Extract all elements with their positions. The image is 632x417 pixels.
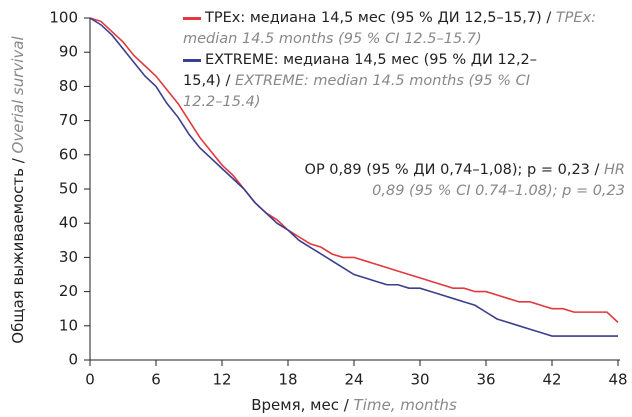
legend-translation: EXTREME: median 14.5 months (95 % CI 12.… bbox=[183, 73, 530, 110]
x-tick-label: 24 bbox=[344, 371, 363, 389]
y-tick-label: 20 bbox=[59, 282, 78, 300]
y-tick-label: 40 bbox=[59, 214, 78, 232]
legend: TPEx: медиана 14,5 мес (95 % ДИ 12,5–15,… bbox=[183, 8, 623, 113]
x-tick-label: 42 bbox=[542, 371, 561, 389]
series-line bbox=[89, 17, 618, 337]
annotation-translation: HR 0,89 (95 % CI 0.74–1.08); p = 0,23 bbox=[372, 162, 625, 199]
y-tick-label: 80 bbox=[59, 77, 78, 95]
x-tick-label: 18 bbox=[278, 371, 297, 389]
x-label: Время, мес / bbox=[251, 396, 349, 414]
series-line bbox=[89, 17, 619, 323]
y-tick-label: 60 bbox=[59, 145, 78, 163]
x-tick-label: 48 bbox=[608, 371, 627, 389]
y-axis-label: Общая выживаемость / Overial survival bbox=[9, 35, 27, 343]
legend-entry: TPEx: медиана 14,5 мес (95 % ДИ 12,5–15,… bbox=[183, 8, 623, 50]
y-label: Общая выживаемость / bbox=[9, 157, 27, 343]
x-tick-label: 36 bbox=[476, 371, 495, 389]
legend-translation: TPEx: median 14.5 months (95 % CI 12.5–1… bbox=[183, 10, 597, 47]
annotation: ОР 0,89 (95 % ДИ 0,74–1,08); p = 0,23 / … bbox=[285, 160, 625, 202]
x-tick-label: 6 bbox=[151, 371, 161, 389]
x-tick-label: 12 bbox=[212, 371, 231, 389]
annotation-text: ОР 0,89 (95 % ДИ 0,74–1,08); p = 0,23 / bbox=[304, 162, 600, 178]
x-tick-label: 30 bbox=[410, 371, 429, 389]
y-tick-label: 0 bbox=[68, 351, 78, 369]
y-tick-label: 50 bbox=[59, 180, 78, 198]
legend-swatch bbox=[183, 16, 201, 20]
legend-swatch bbox=[183, 58, 201, 62]
y-tick-label: 100 bbox=[49, 9, 78, 27]
x-label-translation: Time, months bbox=[354, 396, 457, 414]
x-tick-label: 0 bbox=[85, 371, 95, 389]
y-label-translation: Overial survival bbox=[9, 35, 27, 153]
y-tick-label: 30 bbox=[59, 248, 78, 266]
x-axis-label: Время, мес / Time, months bbox=[251, 396, 457, 414]
legend-entry: EXTREME: медиана 14,5 мес (95 % ДИ 12,2–… bbox=[183, 50, 563, 113]
legend-label: EXTREME: медиана 14,5 мес (95 % ДИ 12,2–… bbox=[183, 52, 538, 89]
y-tick-label: 90 bbox=[59, 43, 78, 61]
y-tick-label: 70 bbox=[59, 111, 78, 129]
legend-label: TPEx: медиана 14,5 мес (95 % ДИ 12,5–15,… bbox=[205, 10, 552, 26]
y-tick-label: 10 bbox=[59, 316, 78, 334]
